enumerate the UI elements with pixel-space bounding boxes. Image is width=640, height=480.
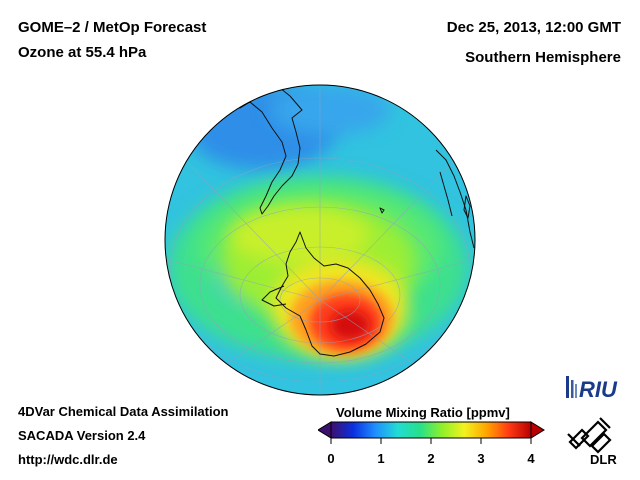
footer-line-2: SACADA Version 2.4 xyxy=(18,428,146,443)
graticule xyxy=(167,90,473,395)
ozone-field xyxy=(165,85,475,395)
dlr-logo: DLR xyxy=(567,417,617,467)
colorbar-low-arrow xyxy=(318,421,332,439)
colorbar-tick-label: 2 xyxy=(427,451,435,466)
colorbar-tick-label: 4 xyxy=(527,451,535,466)
colorbar-high-arrow xyxy=(530,421,545,439)
colorbar xyxy=(318,421,545,444)
colorbar-tick-label: 0 xyxy=(327,451,335,466)
riu-logo-bar xyxy=(571,380,574,398)
riu-logo-bar xyxy=(575,384,577,398)
globe-outline xyxy=(164,84,476,396)
colorbar-tick-label: 3 xyxy=(477,451,485,466)
region-label: Southern Hemisphere xyxy=(465,49,621,66)
title-line-1: GOME–2 / MetOp Forecast xyxy=(18,19,207,36)
colorbar-tick-label: 1 xyxy=(377,451,385,466)
riu-logo: RIU xyxy=(566,376,618,402)
coastlines xyxy=(227,85,475,357)
colorbar-scale xyxy=(330,421,532,439)
footer-line-1: 4DVar Chemical Data Assimilation xyxy=(18,404,229,419)
colorbar-title: Volume Mixing Ratio [ppmv] xyxy=(336,405,510,420)
footer-link[interactable]: http://wdc.dlr.de xyxy=(18,452,118,467)
dlr-logo-text: DLR xyxy=(590,452,617,467)
riu-logo-text: RIU xyxy=(579,377,618,402)
date-label: Dec 25, 2013, 12:00 GMT xyxy=(446,19,621,36)
dlr-logo-mark xyxy=(567,417,612,454)
title-line-2: Ozone at 55.4 hPa xyxy=(18,44,147,61)
riu-logo-bar xyxy=(566,376,569,398)
